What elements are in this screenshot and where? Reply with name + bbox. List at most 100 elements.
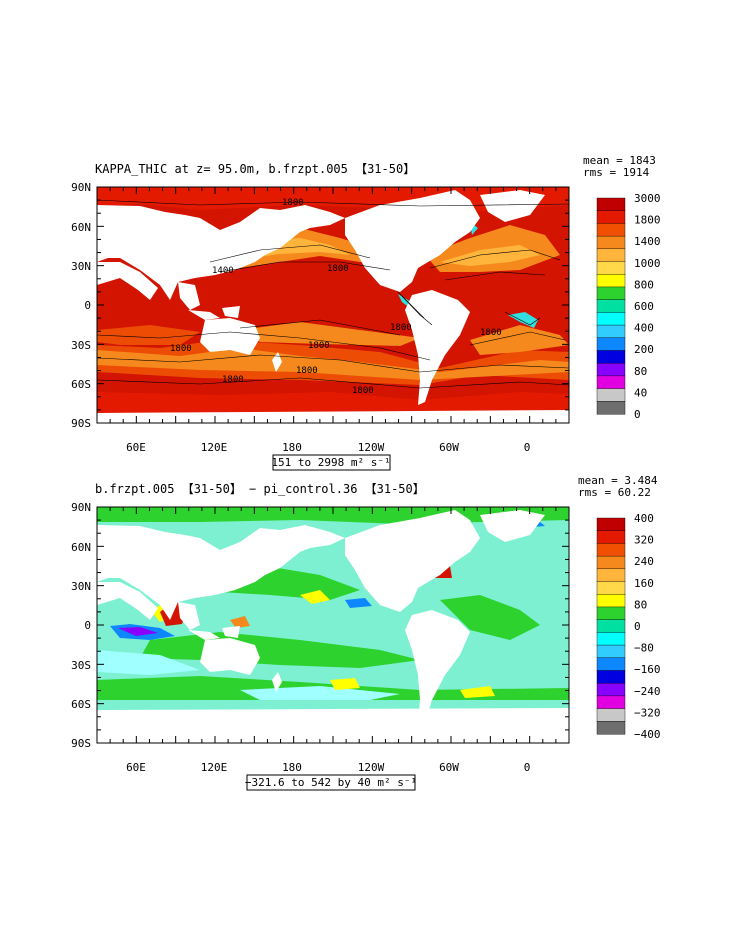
panel2-map-field xyxy=(97,507,569,743)
panel1-map-field: 1800 1400 1800 1800 1800 1800 1800 1800 … xyxy=(97,187,569,423)
colorbar-swatch xyxy=(596,362,626,377)
contour-label: 1400 xyxy=(212,266,234,276)
lat-label: 0 xyxy=(84,299,91,312)
colorbar-level-label: 1000 xyxy=(634,257,661,270)
colorbar-level-label: −160 xyxy=(634,663,661,676)
colorbar-swatch xyxy=(596,235,626,250)
contour-label: 1800 xyxy=(308,341,330,351)
colorbar-level-label: 80 xyxy=(634,365,647,378)
colorbar-level-label: 200 xyxy=(634,343,654,356)
colorbar-swatch xyxy=(596,223,626,237)
panel2-mean: mean = 3.484 xyxy=(578,474,658,487)
contour-label: 1800 xyxy=(480,328,502,338)
colorbar-swatch xyxy=(596,543,626,557)
colorbar-swatch xyxy=(596,644,626,659)
colorbar-level-label: 80 xyxy=(634,598,647,611)
panel2-rms: rms = 60.22 xyxy=(578,486,651,499)
lat-label: 30S xyxy=(71,339,91,352)
contour-label: 1800 xyxy=(170,344,192,354)
panel-kappa-thic: KAPPA_THIC at z= 95.0m, b.frzpt.005 【31-… xyxy=(71,154,661,471)
panel2-lon-labels: 60E 120E 180 120W 60W 0 xyxy=(126,761,530,774)
panel2-range-label: −321.6 to 542 by 40 m² s⁻¹ xyxy=(245,776,417,789)
lat-label: 60S xyxy=(71,378,91,391)
lon-label: 60E xyxy=(126,761,146,774)
lat-label: 30N xyxy=(71,260,91,273)
colorbar-level-label: −80 xyxy=(634,642,654,655)
colorbar-level-label: −320 xyxy=(634,706,661,719)
colorbar-level-label: 40 xyxy=(634,386,647,399)
colorbar-level-label: 0 xyxy=(634,408,641,421)
colorbar-swatch xyxy=(596,594,626,608)
colorbar-swatch xyxy=(596,248,626,263)
contour-label: 1800 xyxy=(282,198,304,208)
colorbar-level-label: 160 xyxy=(634,577,654,590)
colorbar-level-label: 3000 xyxy=(634,192,661,205)
panel2-landmasses xyxy=(97,507,569,743)
colorbar-level-label: 320 xyxy=(634,534,654,547)
panel1-rms: rms = 1914 xyxy=(583,166,650,179)
colorbar-swatch xyxy=(596,670,626,684)
colorbar-swatch xyxy=(596,657,626,671)
colorbar-swatch xyxy=(596,286,626,301)
panel1-lat-labels: 90N 60N 30N 0 30S 60S 90S xyxy=(71,181,91,430)
lon-label: 120E xyxy=(201,441,228,454)
lat-label: 90N xyxy=(71,181,91,194)
colorbar-swatch xyxy=(596,708,626,722)
colorbar-level-label: −240 xyxy=(634,685,661,698)
contour-label: 1800 xyxy=(390,323,412,333)
lat-label: 60N xyxy=(71,221,91,234)
colorbar-swatch xyxy=(596,555,626,570)
colorbar-swatch xyxy=(596,197,626,212)
colorbar-swatch xyxy=(596,530,626,544)
panel1-range-label: 151 to 2998 m² s⁻¹ xyxy=(271,456,390,469)
panel2-colorbar: 400 320 240 160 80 0 −80 −160 −240 −320 −400 xyxy=(596,512,661,741)
colorbar-level-label: 1800 xyxy=(634,214,661,227)
colorbar-swatch xyxy=(596,388,626,402)
colorbar-swatch xyxy=(596,632,626,646)
lon-label: 0 xyxy=(524,441,531,454)
colorbar-swatch xyxy=(596,606,626,621)
colorbar-swatch xyxy=(596,517,626,532)
colorbar-swatch xyxy=(596,581,626,595)
lon-label: 120E xyxy=(201,761,228,774)
panel1-contour-labels: 1800 1400 1800 1800 1800 1800 1800 1800 … xyxy=(170,198,502,396)
colorbar-swatch xyxy=(596,324,626,339)
colorbar-swatch xyxy=(596,682,626,697)
panel1-axis-ticks xyxy=(96,186,570,424)
lat-label: 30S xyxy=(71,659,91,672)
colorbar-swatch xyxy=(596,337,626,351)
colorbar-level-label: 0 xyxy=(634,620,641,633)
colorbar-swatch xyxy=(596,568,626,583)
lat-label: 60N xyxy=(71,541,91,554)
lon-label: 60W xyxy=(439,441,459,454)
colorbar-level-label: 600 xyxy=(634,300,654,313)
panel1-lon-labels: 60E 120E 180 120W 60W 0 xyxy=(126,441,530,454)
contour-label: 1800 xyxy=(296,366,318,376)
colorbar-swatch xyxy=(596,312,626,326)
colorbar-swatch xyxy=(596,695,626,710)
colorbar-level-label: 1400 xyxy=(634,235,661,248)
lon-label: 180 xyxy=(282,441,302,454)
panel1-range-box xyxy=(272,454,391,471)
lon-label: 0 xyxy=(524,761,531,774)
lat-label: 30N xyxy=(71,580,91,593)
colorbar-level-label: 240 xyxy=(634,555,654,568)
panel1-landmasses xyxy=(97,187,569,423)
colorbar-swatch xyxy=(596,299,626,313)
colorbar-swatch xyxy=(596,375,626,390)
colorbar-swatch xyxy=(596,210,626,224)
lat-label: 90S xyxy=(71,737,91,750)
colorbar-level-label: 400 xyxy=(634,512,654,525)
contour-label: 1800 xyxy=(327,264,349,274)
colorbar-level-label: 800 xyxy=(634,278,654,291)
panel2-lat-labels: 90N 60N 30N 0 30S 60S 90S xyxy=(71,501,91,750)
colorbar-swatch xyxy=(596,350,626,364)
panel1-title: KAPPA_THIC at z= 95.0m, b.frzpt.005 【31-… xyxy=(95,162,415,176)
lon-label: 60W xyxy=(439,761,459,774)
contour-label: 1800 xyxy=(222,375,244,385)
lon-label: 60E xyxy=(126,441,146,454)
lon-label: 120W xyxy=(358,441,385,454)
colorbar-swatch xyxy=(596,401,626,415)
